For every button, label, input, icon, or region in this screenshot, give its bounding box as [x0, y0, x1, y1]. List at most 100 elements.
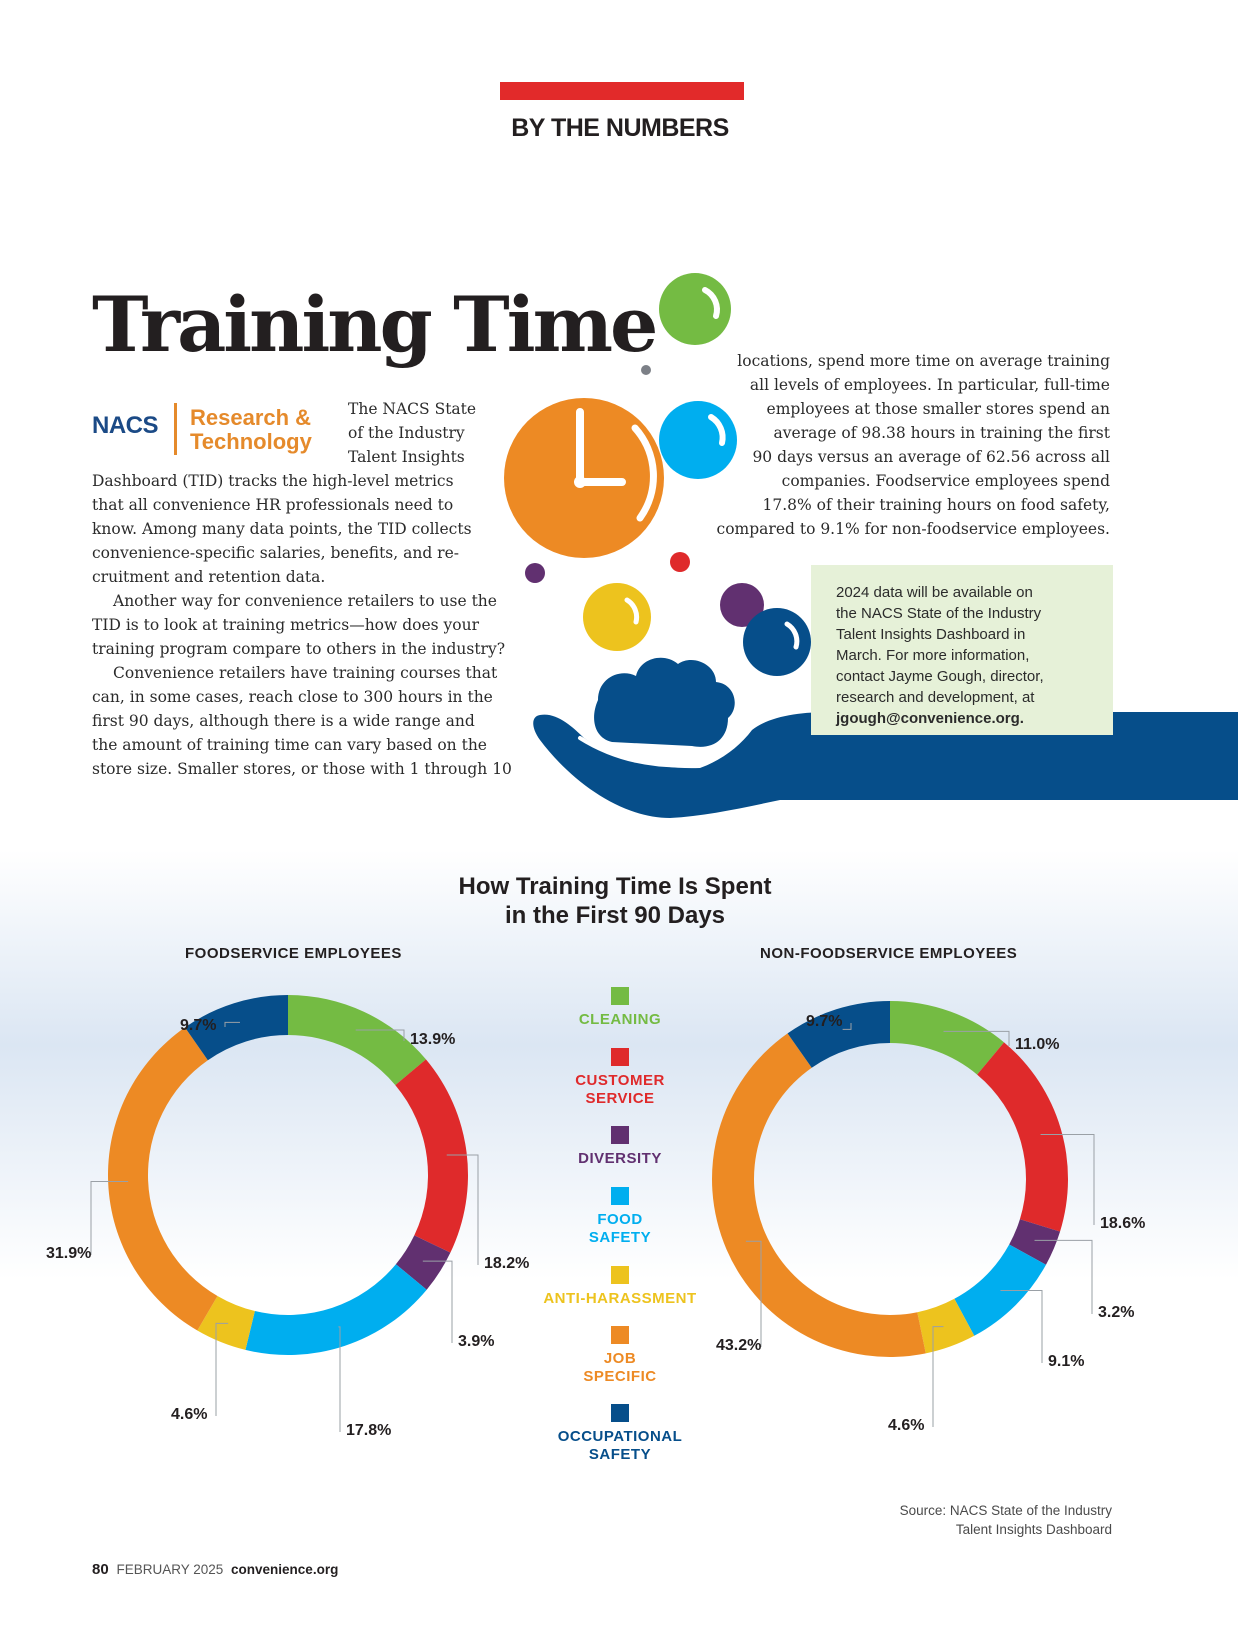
- donut-slice-occupational-safety: [787, 1001, 890, 1068]
- nacs-logo: NACS: [92, 412, 159, 439]
- contact-email[interactable]: jgough@convenience.org.: [836, 710, 1024, 727]
- text-line: know. Among many data points, the TID co…: [92, 520, 472, 538]
- section-heading: BY THE NUMBERS: [511, 114, 729, 142]
- legend-item-food-safety: FOOD SAFETY: [520, 1187, 720, 1247]
- donut-slice-food-safety: [245, 1264, 427, 1355]
- data-label-diversity: 3.2%: [1098, 1304, 1135, 1321]
- legend-label: OCCUPATIONAL SAFETY: [557, 1428, 683, 1463]
- legend-label: CLEANING: [578, 1011, 662, 1028]
- legend-label: FOOD SAFETY: [588, 1211, 652, 1246]
- bubble-red: [670, 552, 690, 572]
- text-line: 17.8% of their training hours on food sa…: [762, 496, 1111, 514]
- data-label-cleaning: 11.0%: [1015, 1036, 1060, 1053]
- legend-swatch: [611, 1326, 629, 1344]
- page-number: 80: [92, 1561, 109, 1578]
- text-line: Dashboard (TID) tracks the high-level me…: [92, 472, 454, 490]
- text-line: employees at those smaller stores spend …: [766, 400, 1110, 418]
- leader-line: [215, 1322, 229, 1416]
- legend-item-anti-harassment: ANTI-HARASSMENT: [520, 1266, 720, 1308]
- leader-line: [446, 1154, 479, 1265]
- text-line: cruitment and retention data.: [92, 568, 326, 586]
- leader-line: [932, 1326, 944, 1427]
- text-line: of the Industry: [348, 424, 465, 442]
- legend-label: JOB SPECIFIC: [583, 1350, 657, 1385]
- donut-charts: [90, 995, 1095, 1432]
- legend-label: DIVERSITY: [578, 1150, 662, 1167]
- donut-slice-cleaning: [288, 995, 426, 1086]
- legend-swatch: [611, 1048, 629, 1066]
- text-line: TID is to look at training metrics—how d…: [92, 616, 479, 634]
- info-line: March. For more information,: [836, 647, 1030, 664]
- legend-item-customer-service: CUSTOMER SERVICE: [520, 1048, 720, 1108]
- leader-line: [842, 1023, 852, 1030]
- chart-title: How Training Time Is Spent in the First …: [380, 872, 850, 930]
- website-link[interactable]: convenience.org: [231, 1562, 339, 1577]
- data-label-customer-service: 18.2%: [484, 1255, 530, 1272]
- info-line: contact Jayme Gough, director,: [836, 668, 1044, 685]
- bubble-purple-small: [525, 563, 545, 583]
- legend-item-occupational-safety: OCCUPATIONAL SAFETY: [520, 1404, 720, 1464]
- text-line: training program compare to others in th…: [92, 640, 506, 658]
- chart-title-line-1: How Training Time Is Spent: [458, 873, 772, 900]
- bubble-green: [659, 273, 731, 345]
- text-line: locations, spend more time on average tr…: [737, 352, 1110, 370]
- donut-slice-food-safety: [954, 1244, 1046, 1336]
- legend-label: CUSTOMER SERVICE: [575, 1072, 665, 1107]
- leader-line: [338, 1326, 341, 1432]
- section-accent-bar: [500, 82, 744, 100]
- text-line: convenience-specific salaries, benefits,…: [92, 544, 460, 562]
- legend-swatch: [611, 1266, 629, 1284]
- data-label-food-safety: 17.8%: [346, 1422, 392, 1439]
- legend-item-diversity: DIVERSITY: [520, 1126, 720, 1168]
- info-box-text: 2024 data will be available on the NACS …: [836, 582, 1106, 729]
- article-title: Training Time: [92, 280, 658, 369]
- donut-slice-anti-harassment: [917, 1298, 975, 1354]
- text-line: companies. Foodservice employees spend: [781, 472, 1110, 490]
- info-box: [811, 565, 1113, 735]
- text-line: can, in some cases, reach close to 300 h…: [92, 688, 493, 706]
- data-label-occupational-safety: 9.7%: [806, 1013, 843, 1030]
- page-footer: 80 FEBRUARY 2025 convenience.org: [92, 1561, 338, 1578]
- logo-divider: [174, 403, 177, 455]
- legend-swatch: [611, 1126, 629, 1144]
- legend-swatch: [611, 1187, 629, 1205]
- leader-line: [1034, 1239, 1093, 1314]
- bubble-yellow: [583, 583, 651, 651]
- data-label-customer-service: 18.6%: [1100, 1215, 1146, 1232]
- data-label-cleaning: 13.9%: [410, 1031, 456, 1048]
- donut-slice-job-specific: [108, 1027, 218, 1331]
- info-line: 2024 data will be available on: [836, 584, 1033, 601]
- leader-line: [224, 1021, 240, 1027]
- text-line: that all convenience HR professionals ne…: [92, 496, 454, 514]
- data-label-job-specific: 43.2%: [716, 1337, 762, 1354]
- leader-line: [1000, 1290, 1043, 1363]
- text-line: Talent Insights: [348, 448, 465, 466]
- text-line: store size. Smaller stores, or those wit…: [92, 760, 512, 778]
- info-line: the NACS State of the Industry: [836, 605, 1042, 622]
- data-label-job-specific: 31.9%: [46, 1245, 92, 1262]
- legend-item-cleaning: CLEANING: [520, 987, 720, 1029]
- data-label-diversity: 3.9%: [458, 1333, 495, 1350]
- donut-slice-customer-service: [395, 1059, 468, 1253]
- leader-line: [1040, 1133, 1095, 1225]
- donut-slice-occupational-safety: [184, 995, 288, 1061]
- text-line: Another way for convenience retailers to…: [113, 592, 497, 610]
- logo-line-2: Technology: [190, 429, 312, 454]
- research-technology-logo: Research & Technology: [190, 406, 312, 454]
- data-label-occupational-safety: 9.7%: [180, 1017, 217, 1034]
- donut-slice-cleaning: [890, 1001, 1005, 1075]
- bubble-navy: [743, 608, 811, 676]
- donut-non-foodservice: [711, 1001, 1095, 1427]
- text-line: average of 98.38 hours in training the f…: [773, 424, 1110, 442]
- source-note: Source: NACS State of the Industry Talen…: [760, 1501, 1112, 1539]
- bubble-gray-dot: [641, 365, 651, 375]
- source-line-1: Source: NACS State of the Industry: [899, 1503, 1112, 1518]
- legend-item-job-specific: JOB SPECIFIC: [520, 1326, 720, 1386]
- bubble-blue: [659, 401, 737, 479]
- leader-line: [422, 1260, 453, 1343]
- info-line: research and development, at: [836, 689, 1035, 706]
- hand-icon: [533, 657, 1238, 818]
- chart-title-line-2: in the First 90 Days: [504, 902, 726, 929]
- leader-line: [943, 1030, 1010, 1046]
- leader-line: [90, 1181, 129, 1255]
